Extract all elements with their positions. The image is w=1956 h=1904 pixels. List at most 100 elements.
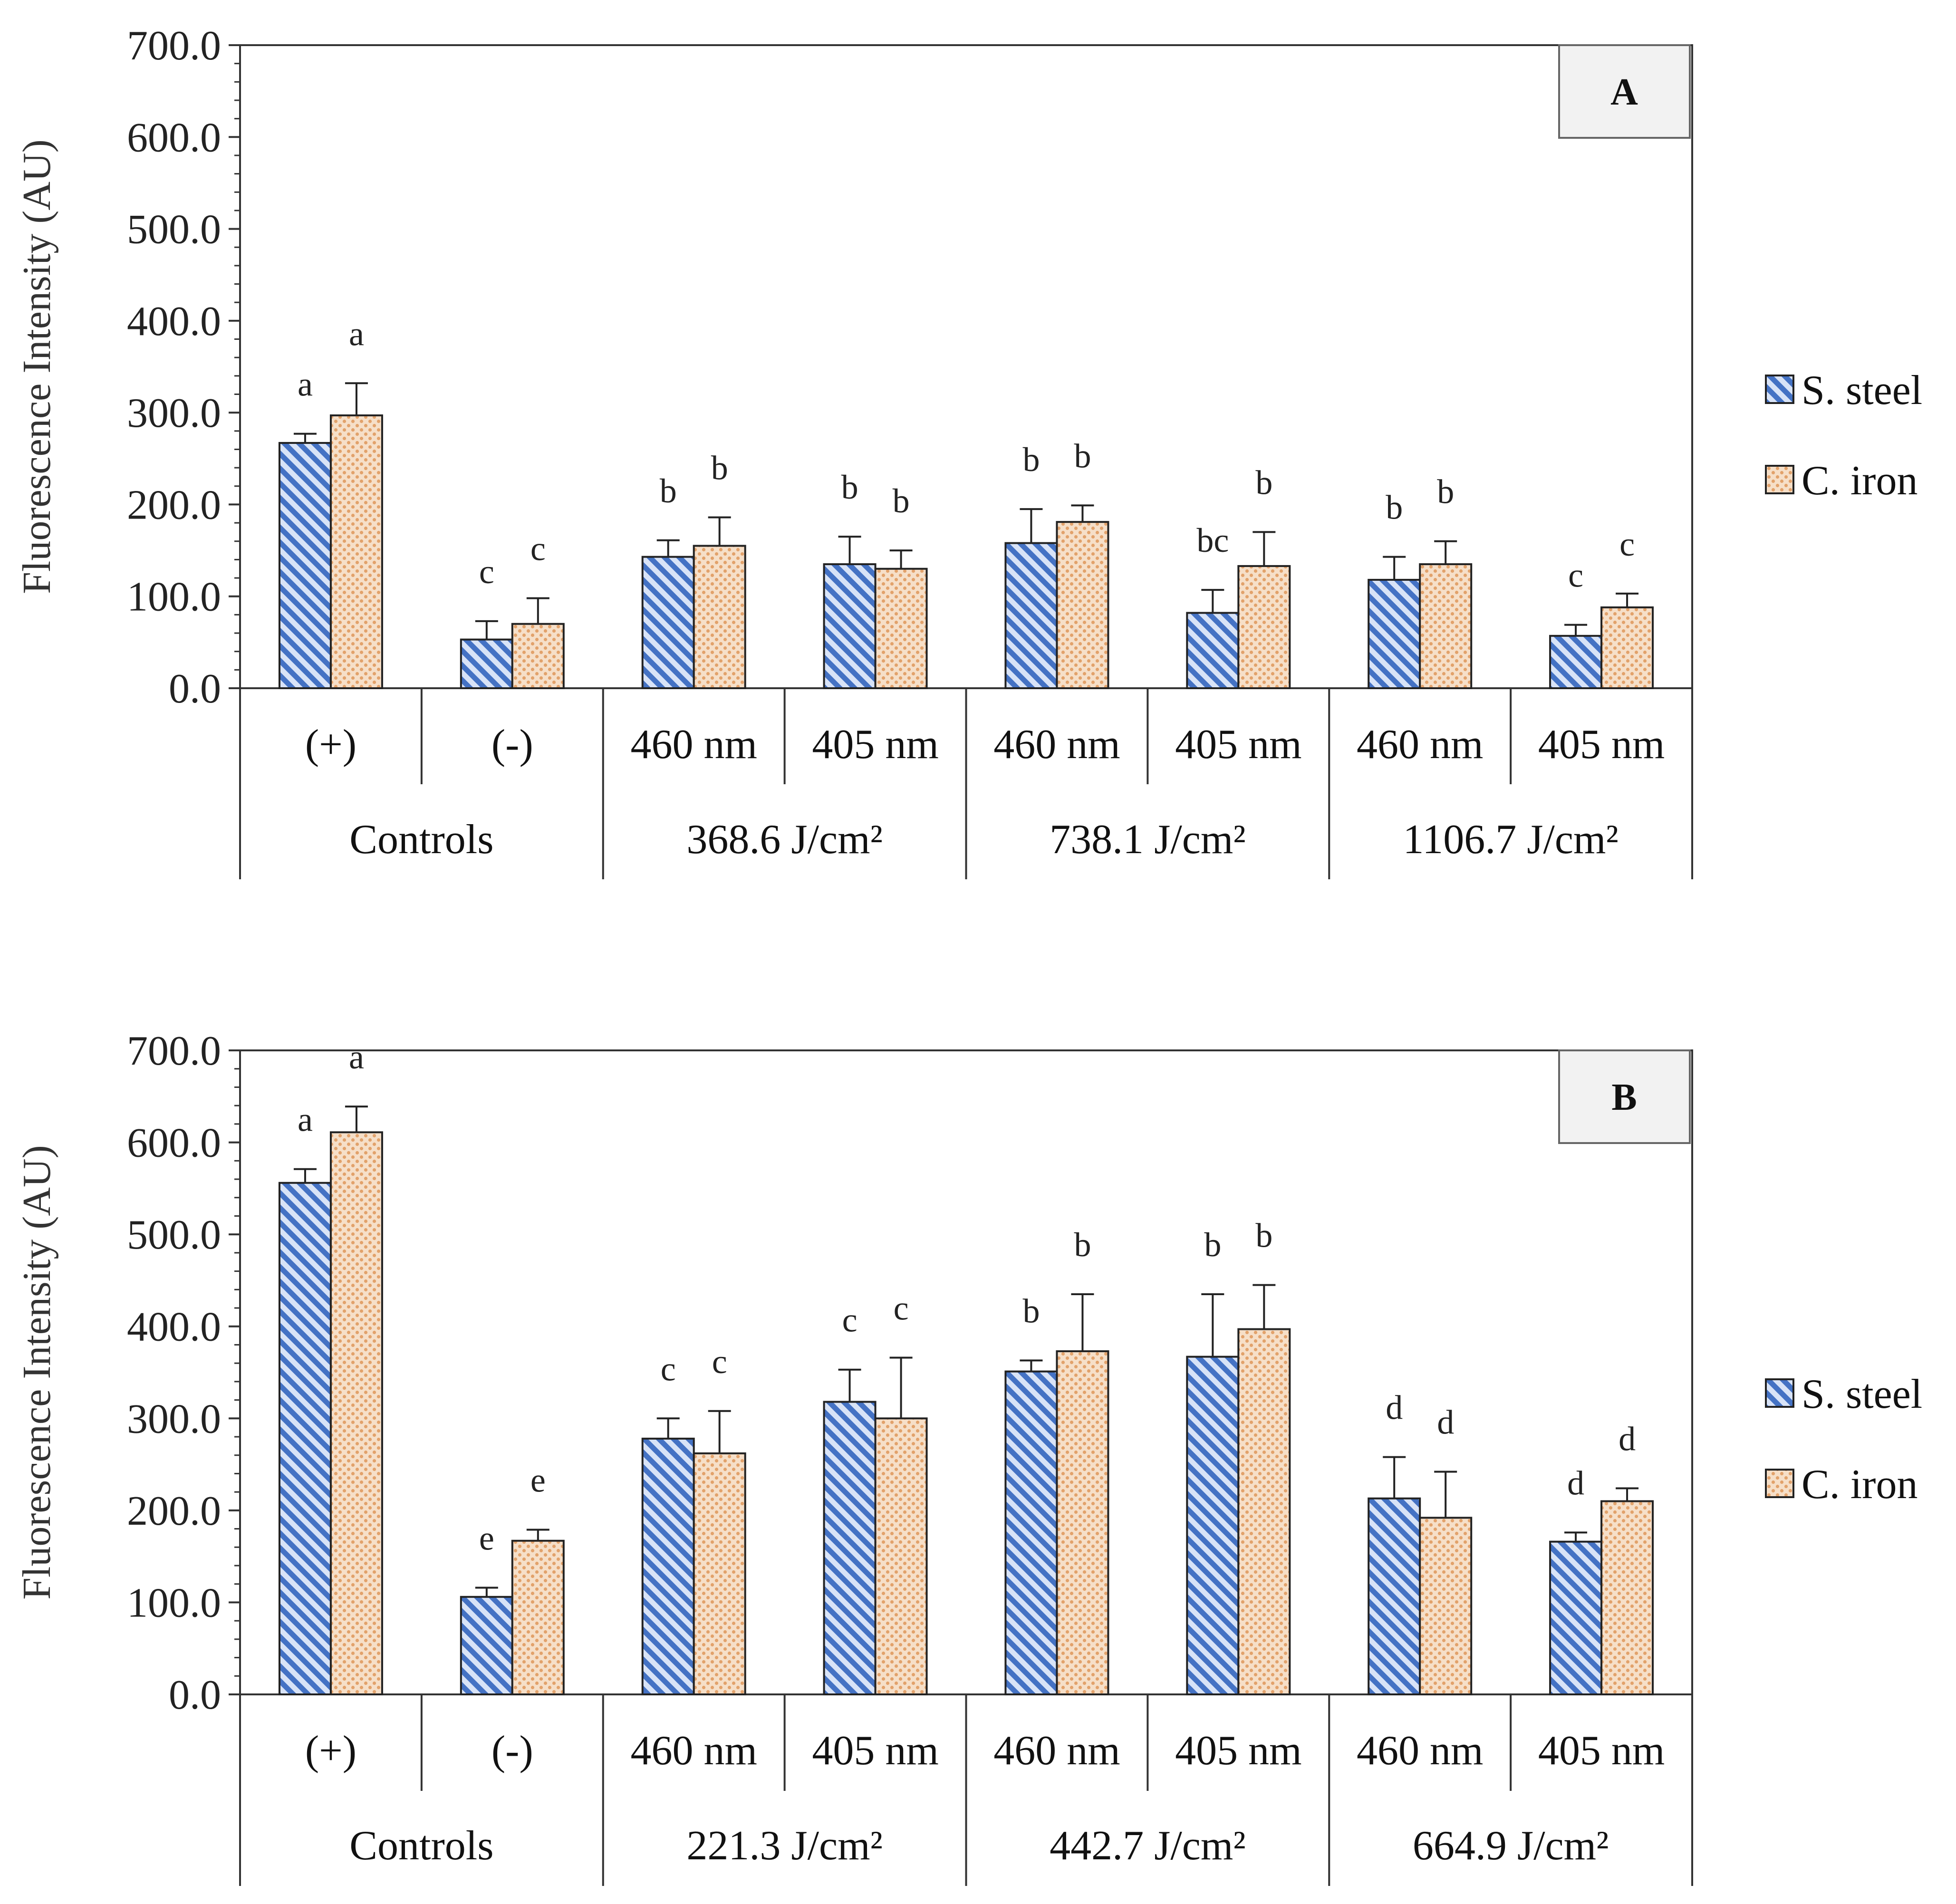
y-tick-label: 300.0 bbox=[127, 390, 221, 436]
legend-swatch bbox=[1765, 465, 1794, 494]
significance-letter: a bbox=[298, 365, 313, 404]
group-label: 442.7 J/cm² bbox=[1050, 1823, 1246, 1869]
category-label: 460 nm bbox=[1357, 1728, 1483, 1774]
significance-letter: b bbox=[1437, 473, 1454, 511]
significance-letter: b bbox=[893, 482, 910, 520]
y-tick-label: 600.0 bbox=[127, 115, 221, 161]
significance-letter: b bbox=[1255, 1217, 1272, 1255]
group-label: Controls bbox=[349, 1823, 493, 1869]
y-axis-label: Fluorescence Intensity (AU) bbox=[15, 1145, 59, 1599]
y-tick-label: 700.0 bbox=[127, 23, 221, 69]
panel-label-box bbox=[1558, 44, 1691, 139]
y-tick-label: 500.0 bbox=[127, 207, 221, 253]
bar-s-steel bbox=[641, 556, 695, 689]
bar-c-iron bbox=[511, 623, 565, 689]
category-label: (+) bbox=[305, 1728, 357, 1774]
category-label: 460 nm bbox=[993, 721, 1120, 768]
y-tick-label: 500.0 bbox=[127, 1212, 221, 1258]
significance-letter: d bbox=[1386, 1389, 1403, 1427]
legend-swatch bbox=[1765, 1378, 1794, 1408]
category-label: 460 nm bbox=[630, 721, 757, 768]
bar-s-steel bbox=[460, 1596, 513, 1695]
plot-frame bbox=[239, 44, 1693, 689]
y-tick-label: 0.0 bbox=[169, 666, 221, 712]
significance-letter: a bbox=[349, 315, 364, 353]
bar-c-iron bbox=[1056, 521, 1109, 689]
category-label: (-) bbox=[491, 1728, 533, 1774]
panel-label: A bbox=[1610, 71, 1638, 113]
bar-s-steel bbox=[1368, 578, 1421, 689]
y-tick-label: 200.0 bbox=[127, 1488, 221, 1534]
bar-s-steel bbox=[1004, 542, 1058, 689]
panel-label-box bbox=[1558, 1049, 1691, 1144]
significance-letter: b bbox=[841, 468, 858, 506]
significance-letter: b bbox=[1022, 1292, 1040, 1330]
y-tick-label: 700.0 bbox=[127, 1028, 221, 1074]
bar-s-steel bbox=[1186, 1356, 1240, 1695]
y-tick-label: 200.0 bbox=[127, 482, 221, 528]
bar-s-steel bbox=[1004, 1370, 1058, 1695]
significance-letter: c bbox=[479, 553, 494, 591]
legend-label: C. iron bbox=[1802, 458, 1917, 504]
bar-c-iron bbox=[1600, 606, 1654, 689]
significance-letter: bc bbox=[1196, 521, 1229, 559]
bar-c-iron bbox=[693, 1452, 746, 1695]
bar-c-iron bbox=[874, 1417, 928, 1695]
bar-s-steel bbox=[1549, 1540, 1603, 1695]
category-label: 405 nm bbox=[812, 1728, 938, 1774]
panel-label: B bbox=[1611, 1077, 1637, 1118]
group-label: 664.9 J/cm² bbox=[1413, 1823, 1609, 1869]
significance-letter: d bbox=[1437, 1404, 1454, 1442]
bar-s-steel bbox=[641, 1437, 695, 1695]
significance-letter: c bbox=[530, 530, 546, 568]
category-label: 460 nm bbox=[993, 1728, 1120, 1774]
significance-letter: b bbox=[1204, 1226, 1221, 1264]
significance-letter: c bbox=[1619, 525, 1635, 563]
group-label: 221.3 J/cm² bbox=[686, 1823, 883, 1869]
significance-letter: a bbox=[298, 1101, 313, 1139]
significance-letter: e bbox=[479, 1519, 494, 1557]
bar-s-steel bbox=[1186, 612, 1240, 690]
significance-letter: c bbox=[842, 1301, 858, 1339]
category-label: (-) bbox=[491, 721, 533, 768]
significance-letter: a bbox=[349, 1038, 364, 1076]
group-label: Controls bbox=[349, 817, 493, 863]
significance-letter: c bbox=[1568, 557, 1583, 595]
significance-letter: e bbox=[530, 1462, 546, 1500]
bar-c-iron bbox=[1419, 563, 1473, 690]
bar-c-iron bbox=[329, 414, 383, 689]
legend-label: S. steel bbox=[1802, 367, 1922, 413]
significance-letter: c bbox=[661, 1350, 676, 1388]
y-tick-label: 100.0 bbox=[127, 574, 221, 620]
chart-panel-a: 0.0 100.0 200.0 300.0 400.0 500.0 600.0 700.0 Fl… bbox=[15, 23, 1922, 879]
group-label: 368.6 J/cm² bbox=[686, 817, 883, 863]
significance-letter: b bbox=[1255, 463, 1272, 501]
bar-c-iron bbox=[693, 545, 746, 689]
category-label: 405 nm bbox=[1175, 721, 1301, 768]
y-tick-label: 0.0 bbox=[169, 1672, 221, 1718]
legend-swatch bbox=[1765, 375, 1794, 404]
y-tick-label: 400.0 bbox=[127, 1304, 221, 1350]
bar-c-iron bbox=[1419, 1517, 1473, 1695]
bar-c-iron bbox=[1237, 1328, 1291, 1696]
significance-letter: b bbox=[1074, 1226, 1091, 1264]
significance-letter: b bbox=[711, 449, 728, 487]
significance-letter: d bbox=[1619, 1420, 1636, 1458]
chart-panel-b: 0.0 100.0 200.0 300.0 400.0 500.0 600.0 700.0 Fl… bbox=[15, 1028, 1922, 1886]
bar-c-iron bbox=[511, 1539, 565, 1695]
bar-s-steel bbox=[460, 638, 513, 690]
category-label: 405 nm bbox=[1538, 721, 1665, 768]
category-label: 405 nm bbox=[1538, 1728, 1665, 1774]
category-label: 405 nm bbox=[1175, 1728, 1301, 1774]
bar-s-steel bbox=[823, 563, 877, 690]
significance-letter: b bbox=[1022, 441, 1040, 479]
y-axis-label: Fluorescence Intensity (AU) bbox=[15, 139, 59, 594]
category-label: 405 nm bbox=[812, 721, 938, 768]
bar-c-iron bbox=[1056, 1350, 1109, 1695]
legend-swatch bbox=[1765, 1469, 1794, 1498]
bar-s-steel bbox=[278, 1182, 332, 1696]
category-label: 460 nm bbox=[630, 1728, 757, 1774]
significance-letter: b bbox=[1074, 437, 1091, 475]
group-label: 738.1 J/cm² bbox=[1050, 817, 1246, 863]
